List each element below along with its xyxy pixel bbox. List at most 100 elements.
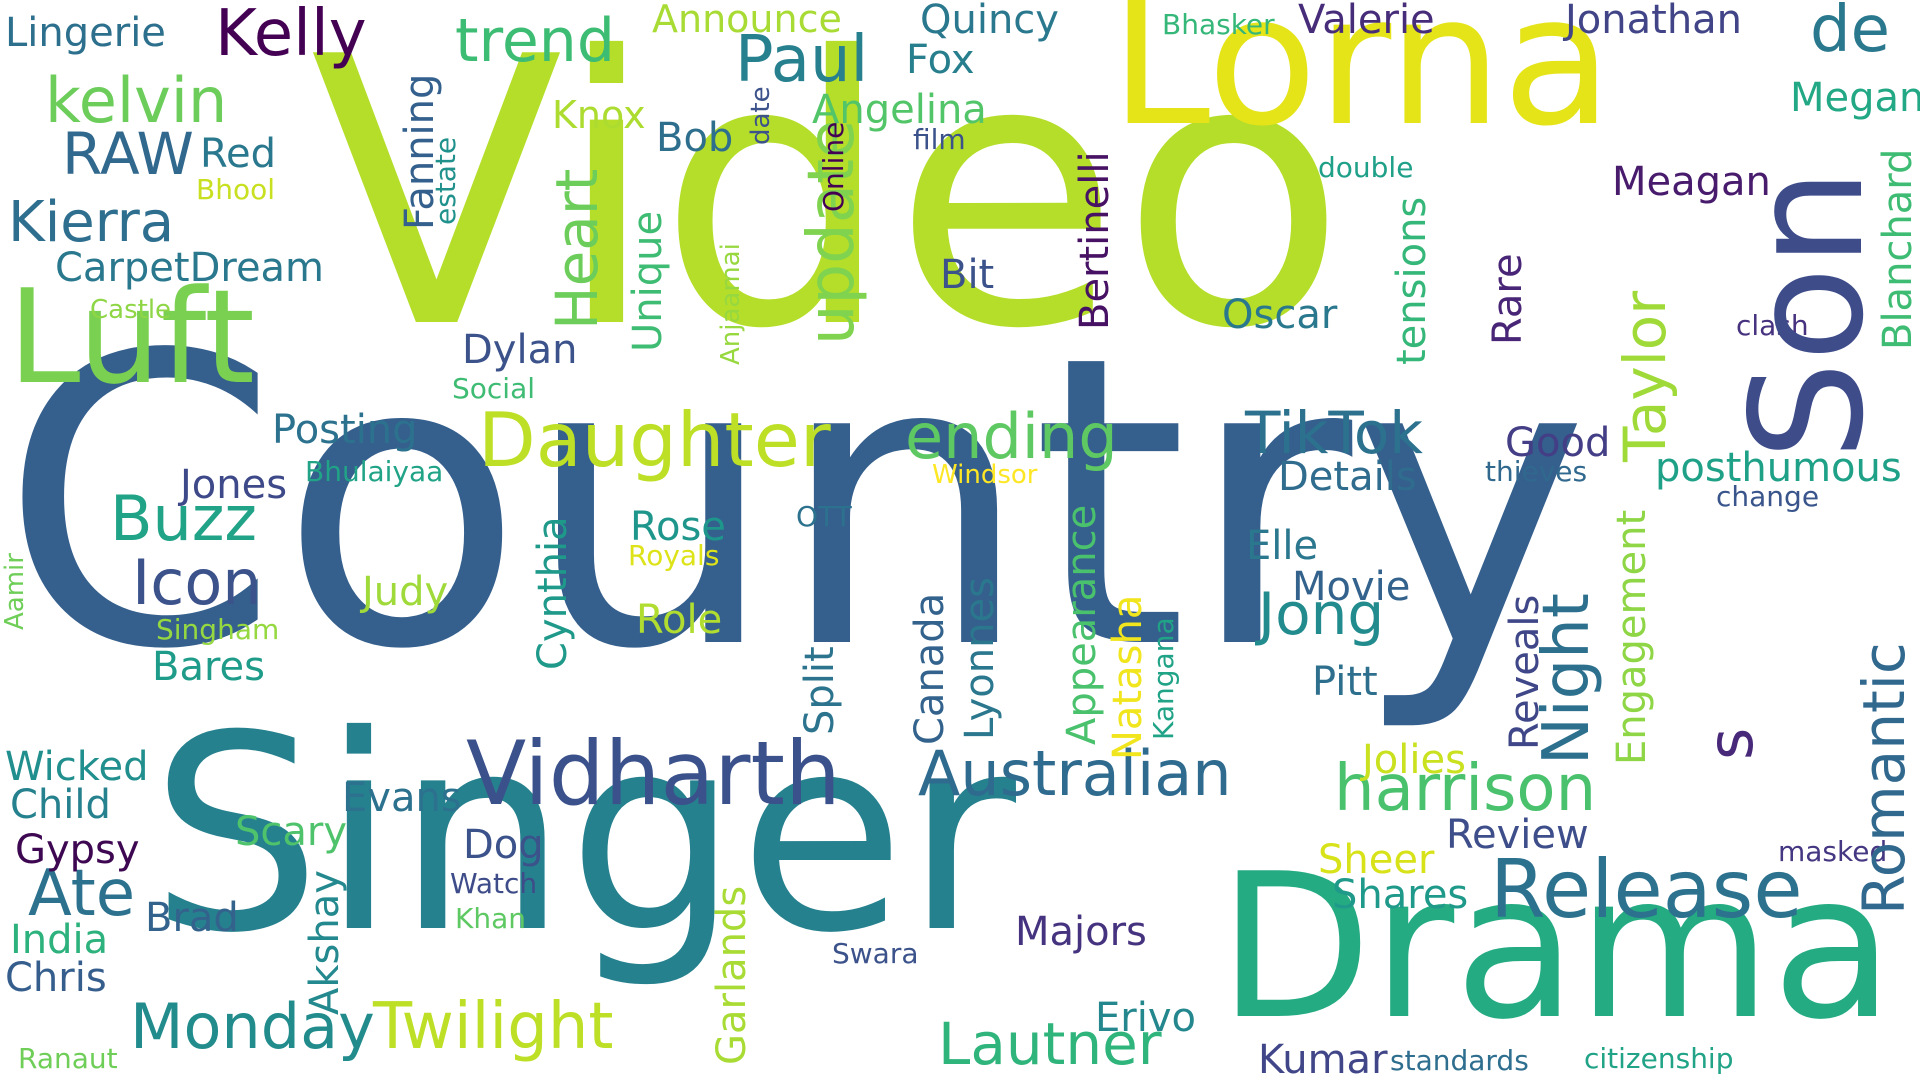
word: Dylan xyxy=(462,327,578,373)
word: Good xyxy=(1505,420,1611,466)
word: Angelina xyxy=(812,87,987,133)
word: citizenship xyxy=(1584,1042,1734,1075)
word: Evans xyxy=(342,775,462,821)
word: clash xyxy=(1736,309,1809,342)
word: Swara xyxy=(832,937,919,970)
word: Blanchard xyxy=(1875,148,1920,350)
word: Garlands xyxy=(709,885,755,1065)
word: Kumar xyxy=(1258,1037,1388,1080)
word: Wicked xyxy=(5,744,149,790)
word: Bhasker xyxy=(1162,8,1275,41)
word: change xyxy=(1716,480,1820,513)
word: Appearance xyxy=(1059,504,1105,745)
word: Ranaut xyxy=(18,1042,118,1075)
word: Sheer xyxy=(1318,837,1435,883)
word: Heart xyxy=(543,168,611,330)
word: Taylor xyxy=(1611,290,1679,462)
word: Australian xyxy=(918,737,1232,810)
word: Jong xyxy=(1258,580,1385,648)
word: posthumous xyxy=(1655,445,1902,491)
word: Knox xyxy=(552,93,646,137)
word: Daughter xyxy=(478,396,831,484)
word: Dog xyxy=(463,822,544,868)
word: Paul xyxy=(735,23,869,97)
word: Natasha xyxy=(1105,594,1151,760)
word: Erivo xyxy=(1095,995,1196,1041)
word: Singham xyxy=(156,613,280,646)
word: Windsor xyxy=(932,460,1038,490)
word: Buzz xyxy=(110,482,257,555)
word: Kangana xyxy=(1147,617,1180,740)
word: Icon xyxy=(132,546,262,619)
word: Elle xyxy=(1246,523,1319,569)
word: Romantic xyxy=(1850,642,1918,915)
word: Unique xyxy=(625,210,671,352)
word: Watch xyxy=(450,867,538,900)
word: India xyxy=(10,917,109,963)
word: Bit xyxy=(940,252,995,298)
word: Khan xyxy=(455,902,527,935)
word: Social xyxy=(452,372,536,405)
word: RAW xyxy=(62,120,194,188)
word: Megan xyxy=(1790,75,1920,121)
word: Bertinelli xyxy=(1072,151,1118,330)
word: Kelly xyxy=(215,0,367,71)
word: Video xyxy=(310,0,1347,410)
word: Lingerie xyxy=(5,10,166,56)
word: harrison xyxy=(1334,752,1597,826)
word: OTT xyxy=(796,500,852,533)
word: double xyxy=(1318,151,1414,184)
word: Canada xyxy=(907,592,953,745)
word: Rare xyxy=(1485,253,1531,345)
word: Meagan xyxy=(1612,159,1771,205)
word: film xyxy=(913,123,966,156)
word: Gypsy xyxy=(15,827,140,873)
word: Luft xyxy=(8,261,255,413)
word: Lorna xyxy=(1110,0,1613,166)
word: Monday xyxy=(130,990,375,1063)
word: Fox xyxy=(906,37,975,83)
word: s xyxy=(1694,727,1767,760)
word: Shares xyxy=(1332,872,1469,918)
word: Lyonnes xyxy=(957,577,1003,740)
word: Oscar xyxy=(1222,292,1338,338)
word: Singer xyxy=(150,677,1017,992)
word: tensions xyxy=(1389,196,1435,365)
word: Majors xyxy=(1015,909,1147,955)
word: Bhool xyxy=(196,173,275,206)
word: Bob xyxy=(656,115,734,161)
word: Aamir xyxy=(0,553,30,630)
word: Twilight xyxy=(373,990,614,1064)
word: thieves xyxy=(1485,455,1588,488)
word: Jones xyxy=(180,462,288,508)
word: Engagement xyxy=(1609,509,1655,765)
word: de xyxy=(1810,0,1890,67)
word: Akshay xyxy=(302,870,348,1015)
word: estate xyxy=(429,136,462,225)
word: ending xyxy=(905,400,1118,473)
word: Bares xyxy=(152,644,265,690)
word: Royals xyxy=(628,539,720,572)
word: Role xyxy=(636,597,723,643)
word: Valerie xyxy=(1298,0,1435,43)
word: Castle xyxy=(90,295,172,325)
word: CarpetDream xyxy=(55,245,325,291)
word: Jonathan xyxy=(1565,0,1743,43)
word: Online xyxy=(817,121,850,212)
word: Review xyxy=(1446,812,1589,858)
word: date xyxy=(746,86,776,145)
word: Posting xyxy=(272,407,418,453)
word: Child xyxy=(10,782,111,828)
word: Pitt xyxy=(1312,659,1378,705)
word: Jolies xyxy=(1362,737,1466,783)
word: Details xyxy=(1278,454,1417,500)
word: Bhulaiyaa xyxy=(305,455,444,488)
word: Cynthia xyxy=(530,516,576,670)
word: Brad xyxy=(145,895,239,941)
word: masked xyxy=(1778,835,1888,868)
word: standards xyxy=(1390,1044,1529,1077)
word: Son xyxy=(1717,168,1898,460)
word: kelvin xyxy=(45,64,228,137)
word: Drama xyxy=(1218,831,1895,1064)
